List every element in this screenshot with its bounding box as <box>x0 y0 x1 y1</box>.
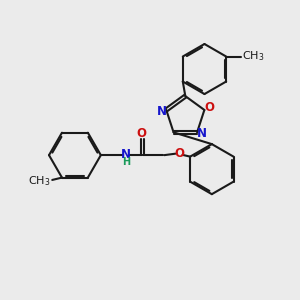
Text: N: N <box>197 127 207 140</box>
Text: N: N <box>121 148 131 161</box>
Text: CH$_3$: CH$_3$ <box>28 174 51 188</box>
Text: O: O <box>136 128 147 140</box>
Text: H: H <box>122 157 130 166</box>
Text: O: O <box>174 147 184 160</box>
Text: CH$_3$: CH$_3$ <box>242 50 265 63</box>
Text: O: O <box>205 101 215 114</box>
Text: N: N <box>157 105 166 118</box>
